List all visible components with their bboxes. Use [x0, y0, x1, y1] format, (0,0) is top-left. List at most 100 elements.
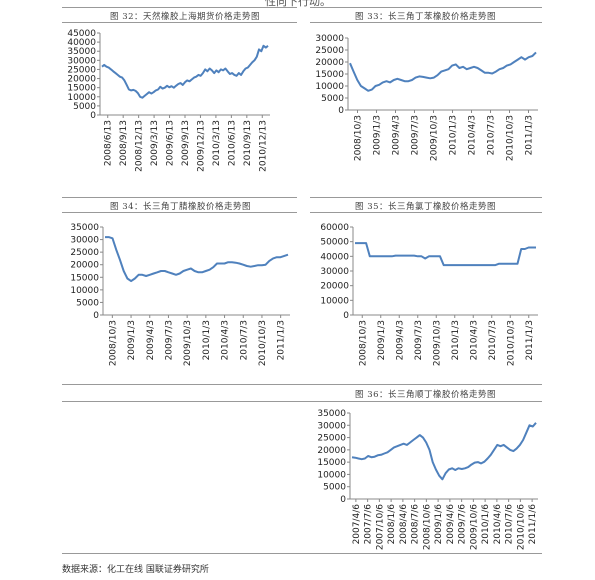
- x-tick-label: 2008/9/13: [119, 120, 129, 166]
- x-tick-label: 2011/1/3: [525, 115, 535, 155]
- x-tick-label: 2010/4/6: [493, 504, 503, 545]
- x-tick-label: 2010/4/3: [469, 320, 479, 360]
- y-tick-label: 0: [343, 311, 349, 321]
- caption-fig34: 图 34：长三角丁腈橡胶价格走势图: [110, 202, 252, 212]
- caption-rule-fig36: [62, 384, 542, 385]
- caption-underline-fig36: [62, 401, 542, 402]
- x-tick-label: 2009/4/3: [146, 320, 156, 360]
- y-tick-label: 20000: [70, 261, 99, 271]
- x-tick-label: 2010/1/3: [451, 320, 461, 360]
- y-tick-label: 20000: [315, 58, 344, 68]
- y-tick-label: 35000: [317, 409, 346, 419]
- y-tick-label: 20000: [67, 75, 96, 85]
- x-tick-label: 2008/7/6: [411, 504, 421, 545]
- x-tick-label: 2009/10/3: [430, 115, 440, 161]
- y-tick-label: 15000: [317, 458, 346, 468]
- x-tick-label: 2010/10/3: [258, 320, 268, 366]
- x-tick-label: 2009/1/3: [373, 115, 383, 155]
- y-tick-label: 0: [93, 311, 99, 321]
- x-tick-label: 2009/12/13: [196, 120, 206, 172]
- y-tick-label: 0: [340, 495, 346, 505]
- y-tick-label: 30000: [67, 56, 96, 66]
- caption-fig33: 图 33：长三角丁苯橡胶价格走势图: [355, 12, 497, 22]
- series-line: [349, 51, 537, 92]
- x-tick-label: 2009/4/6: [446, 504, 456, 545]
- y-tick-label: 10000: [320, 296, 349, 306]
- x-tick-label: 2010/4/3: [221, 320, 231, 360]
- y-tick-label: 40000: [67, 38, 96, 48]
- x-tick-label: 2008/10/3: [358, 320, 368, 366]
- x-tick-label: 2009/7/3: [414, 320, 424, 360]
- bottom-rule: [62, 553, 542, 554]
- y-tick-label: 50000: [320, 238, 349, 248]
- y-tick-label: 5000: [73, 102, 96, 112]
- series-line: [105, 236, 289, 283]
- y-tick-label: 60000: [320, 223, 349, 233]
- y-tick-label: 5000: [76, 298, 99, 308]
- caption-fig32: 图 32：天然橡胶上海期货价格走势图: [110, 12, 261, 22]
- x-tick-label: 2010/7/3: [488, 320, 498, 360]
- series-line: [351, 422, 537, 481]
- x-tick-label: 2008/12/13: [135, 120, 145, 172]
- x-tick-label: 2007/4/6: [352, 504, 362, 545]
- x-tick-label: 2008/4/6: [399, 504, 409, 545]
- y-tick-label: 15000: [315, 70, 344, 80]
- caption-underline-fig33: [310, 22, 542, 23]
- caption-fig36: 图 36：长三角顺丁橡胶价格走势图: [355, 390, 497, 400]
- x-tick-label: 2010/10/6: [516, 504, 526, 550]
- series-line: [101, 44, 269, 99]
- y-tick-label: 45000: [67, 29, 96, 39]
- x-tick-label: 2009/6/13: [166, 120, 176, 166]
- x-tick-label: 2011/1/3: [525, 320, 535, 360]
- y-tick-label: 15000: [67, 84, 96, 94]
- x-tick-label: 2007/7/6: [364, 504, 374, 545]
- y-tick-label: 40000: [320, 252, 349, 262]
- x-tick-label: 2008/1/6: [387, 504, 397, 545]
- x-tick-label: 2009/10/3: [432, 320, 442, 366]
- x-tick-label: 2009/1/3: [127, 320, 137, 360]
- x-tick-label: 2009/7/6: [458, 504, 468, 545]
- x-tick-label: 2009/4/3: [395, 320, 405, 360]
- x-tick-label: 2009/7/3: [411, 115, 421, 155]
- x-tick-label: 2008/10/6: [422, 504, 432, 550]
- y-tick-label: 25000: [315, 46, 344, 56]
- x-tick-label: 2009/10/3: [183, 320, 193, 366]
- x-tick-label: 2010/7/3: [239, 320, 249, 360]
- x-tick-label: 2009/1/3: [377, 320, 387, 360]
- caption-underline-fig34: [62, 212, 297, 213]
- x-tick-label: 2009/4/3: [392, 115, 402, 155]
- y-tick-label: 35000: [70, 223, 99, 233]
- y-tick-label: 20000: [320, 282, 349, 292]
- y-tick-label: 25000: [317, 434, 346, 444]
- x-tick-label: 2010/12/13: [258, 120, 268, 172]
- y-tick-label: 25000: [70, 248, 99, 258]
- caption-underline-fig35: [310, 212, 542, 213]
- caption-rule-fig34: [62, 197, 297, 198]
- y-tick-label: 30000: [320, 267, 349, 277]
- caption-rule-fig35: [310, 197, 542, 198]
- y-tick-label: 0: [338, 106, 344, 116]
- x-tick-label: 2009/10/6: [469, 504, 479, 550]
- x-tick-label: 2010/7/3: [487, 115, 497, 155]
- y-tick-label: 10000: [315, 82, 344, 92]
- y-tick-label: 35000: [67, 47, 96, 57]
- x-tick-label: 2009/7/3: [164, 320, 174, 360]
- caption-rule-fig32: [62, 7, 297, 8]
- x-tick-label: 2008/10/3: [108, 320, 118, 366]
- series-line: [355, 242, 536, 267]
- x-tick-label: 2010/9/13: [243, 120, 253, 166]
- x-tick-label: 2010/4/3: [468, 115, 478, 155]
- x-tick-label: 2009/1/6: [434, 504, 444, 545]
- header-text-fragment: 性向下行动。: [265, 0, 331, 8]
- x-tick-label: 2009/9/13: [181, 120, 191, 166]
- y-tick-label: 5000: [321, 94, 344, 104]
- y-tick-label: 5000: [323, 483, 346, 493]
- y-tick-label: 30000: [70, 236, 99, 246]
- y-tick-label: 25000: [67, 65, 96, 75]
- caption-underline-fig32: [62, 22, 297, 23]
- x-tick-label: 2010/7/6: [505, 504, 515, 545]
